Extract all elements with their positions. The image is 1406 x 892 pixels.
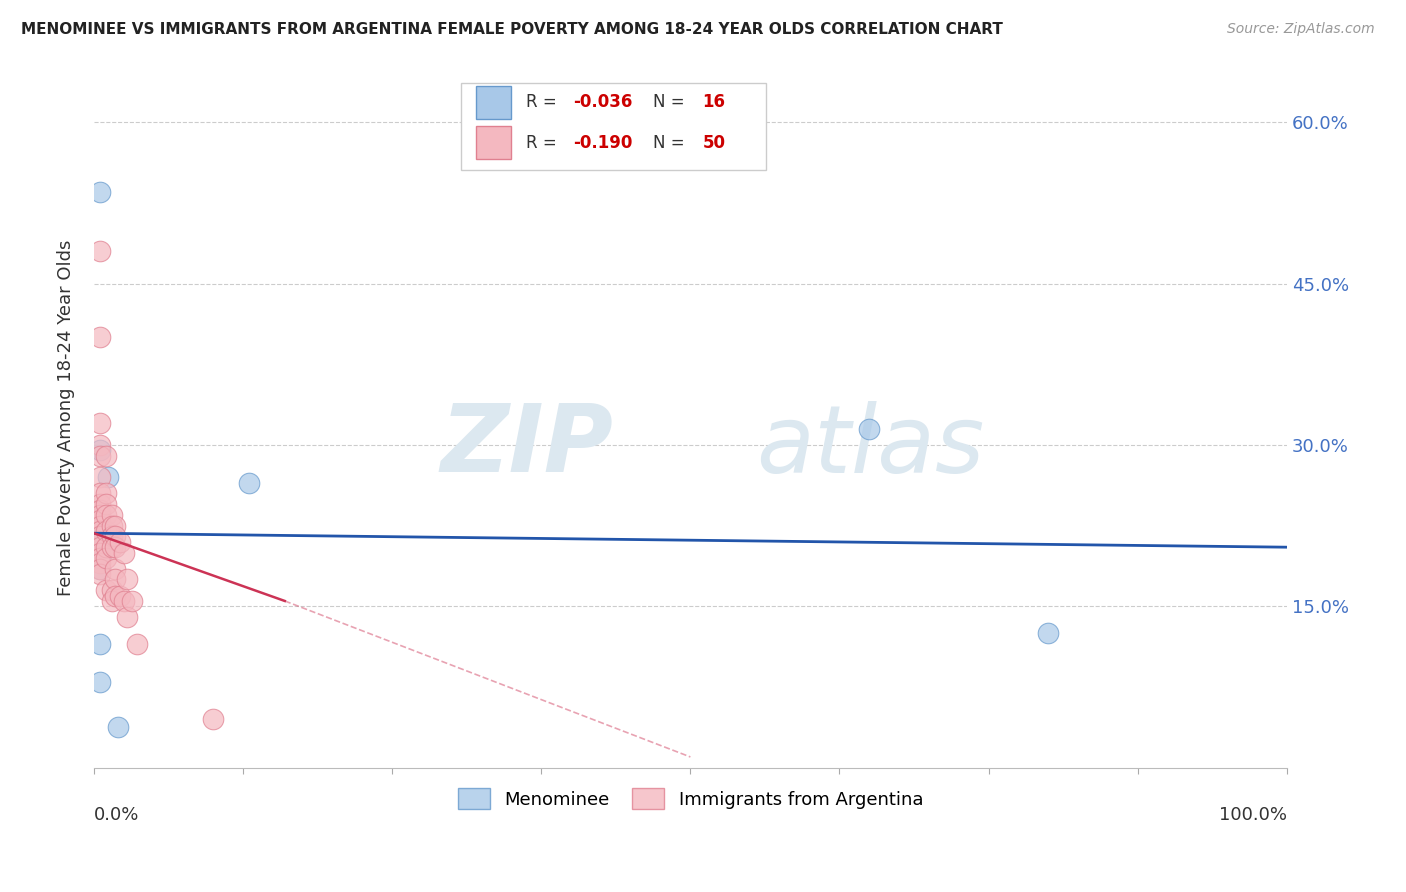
Point: [117, 610, 139, 624]
Point: [89, 534, 111, 549]
Point: [101, 508, 124, 522]
Point: [94, 449, 117, 463]
Text: 100.0%: 100.0%: [1219, 806, 1286, 824]
Point: [89, 567, 111, 582]
Text: N =: N =: [654, 134, 690, 152]
Point: [94, 583, 117, 598]
Point: [117, 573, 139, 587]
Point: [101, 540, 124, 554]
Point: [89, 330, 111, 344]
Point: [89, 518, 111, 533]
Point: [89, 417, 111, 431]
Point: [1038, 626, 1060, 640]
Point: [89, 562, 111, 576]
Point: [89, 551, 111, 566]
Point: [89, 185, 111, 199]
Point: [858, 422, 880, 436]
Text: MENOMINEE VS IMMIGRANTS FROM ARGENTINA FEMALE POVERTY AMONG 18-24 YEAR OLDS CORR: MENOMINEE VS IMMIGRANTS FROM ARGENTINA F…: [21, 22, 1002, 37]
Legend: Menominee, Immigrants from Argentina: Menominee, Immigrants from Argentina: [449, 780, 932, 818]
Point: [94, 508, 117, 522]
Point: [89, 674, 111, 689]
FancyBboxPatch shape: [461, 82, 765, 169]
Point: [89, 443, 111, 458]
Point: [121, 594, 143, 608]
Point: [89, 545, 111, 559]
Point: [108, 534, 131, 549]
Point: [89, 449, 111, 463]
Point: [104, 518, 127, 533]
FancyBboxPatch shape: [475, 126, 512, 160]
Point: [89, 540, 111, 554]
Point: [89, 529, 111, 543]
Point: [101, 529, 124, 543]
Text: atlas: atlas: [756, 401, 984, 491]
Point: [94, 497, 117, 511]
Point: [101, 583, 124, 598]
Point: [125, 637, 148, 651]
Point: [89, 438, 111, 452]
Point: [89, 524, 111, 538]
Point: [89, 502, 111, 516]
Point: [89, 557, 111, 571]
Text: N =: N =: [654, 94, 690, 112]
Point: [104, 573, 127, 587]
Text: R =: R =: [526, 94, 562, 112]
Point: [202, 712, 225, 726]
Point: [89, 551, 111, 566]
Point: [104, 562, 127, 576]
Point: [89, 545, 111, 559]
Point: [94, 540, 117, 554]
Point: [238, 475, 260, 490]
Point: [101, 518, 124, 533]
Point: [89, 529, 111, 543]
Point: [89, 529, 111, 543]
Point: [104, 540, 127, 554]
Point: [89, 551, 111, 566]
Point: [89, 637, 111, 651]
Text: 0.0%: 0.0%: [94, 806, 139, 824]
Point: [89, 244, 111, 259]
Point: [112, 545, 135, 559]
Text: -0.190: -0.190: [574, 134, 633, 152]
Text: 50: 50: [703, 134, 725, 152]
Point: [97, 470, 120, 484]
Point: [89, 562, 111, 576]
Point: [94, 524, 117, 538]
Text: R =: R =: [526, 134, 562, 152]
Point: [112, 594, 135, 608]
Point: [101, 594, 124, 608]
Point: [89, 513, 111, 527]
Point: [94, 551, 117, 566]
Y-axis label: Female Poverty Among 18-24 Year Olds: Female Poverty Among 18-24 Year Olds: [58, 240, 75, 596]
Text: ZIP: ZIP: [440, 401, 613, 492]
Point: [107, 720, 129, 734]
Point: [89, 529, 111, 543]
Text: -0.036: -0.036: [574, 94, 633, 112]
Point: [94, 486, 117, 500]
Text: Source: ZipAtlas.com: Source: ZipAtlas.com: [1227, 22, 1375, 37]
Point: [89, 486, 111, 500]
Point: [89, 497, 111, 511]
Point: [104, 529, 127, 543]
Point: [108, 589, 131, 603]
Point: [104, 589, 127, 603]
Point: [89, 508, 111, 522]
Point: [89, 470, 111, 484]
FancyBboxPatch shape: [475, 86, 512, 120]
Text: 16: 16: [703, 94, 725, 112]
